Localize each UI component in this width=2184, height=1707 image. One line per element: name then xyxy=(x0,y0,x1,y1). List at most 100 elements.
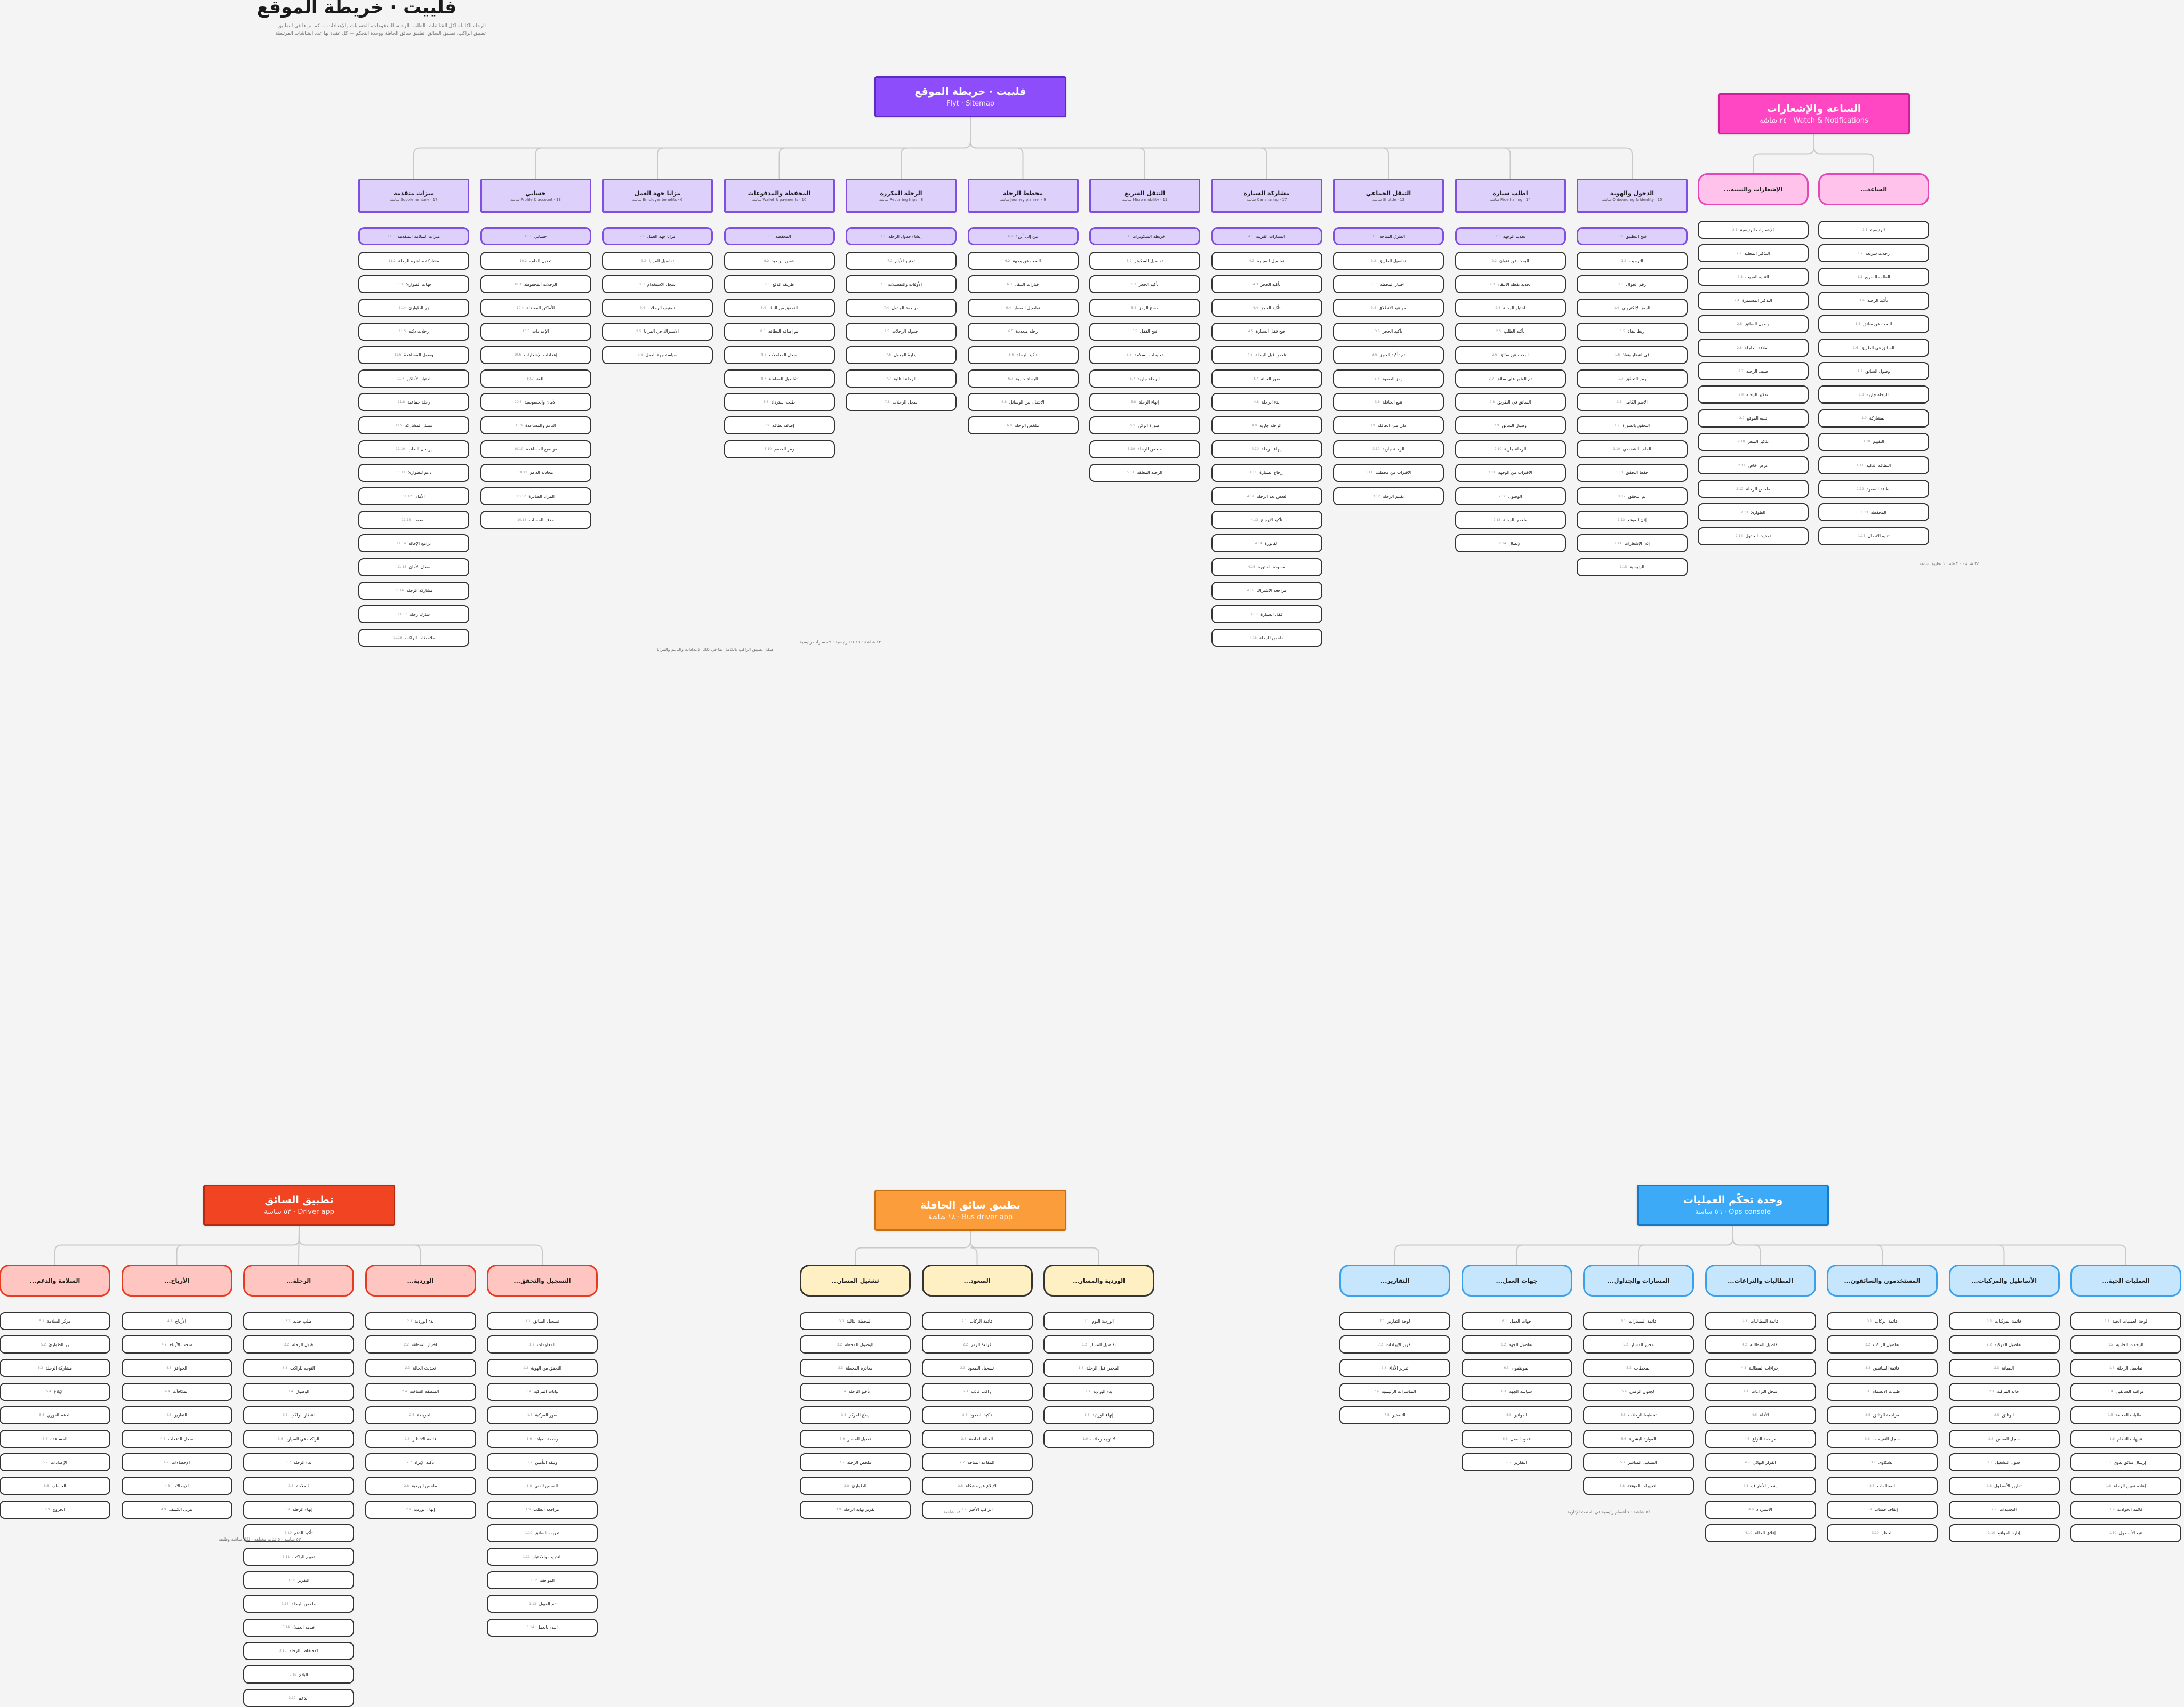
rider-screen-item[interactable]: صور الحالة 4.7 xyxy=(1211,369,1322,388)
bus-screen-item[interactable]: إنهاء الوردية 1.5 xyxy=(1043,1406,1154,1424)
driver-screen-item[interactable]: تأكيد الإيراد 2.7 xyxy=(365,1453,476,1472)
driver-screen-item[interactable]: قائمة الانتظار 2.6 xyxy=(365,1430,476,1448)
ops-screen-item[interactable]: تتبع الأسطول 1.10 xyxy=(2070,1524,2181,1542)
rider-screen-item[interactable]: جدولة الرحلات 7.5 xyxy=(846,322,957,341)
ops-screen-item[interactable]: تفاصيل المطالبة 4.2 xyxy=(1705,1335,1816,1354)
ops-screen-item[interactable]: تفاصيل المركبة 2.2 xyxy=(1948,1335,2060,1354)
notif-screen-item[interactable]: ضيف الرحلة 2.7 xyxy=(1698,362,1809,381)
rider-screen-item[interactable]: ملخص الرحلة 5.10 xyxy=(1089,440,1200,458)
driver-screen-item[interactable]: قبول الرحلة 3.2 xyxy=(243,1335,354,1354)
driver-screen-item[interactable]: مركز السلامة 5.1 xyxy=(0,1312,110,1330)
bus-screen-item[interactable]: إبلاغ المركز 3.5 xyxy=(800,1406,911,1424)
rider-screen-item[interactable]: الرحلة التالية 7.7 xyxy=(846,369,957,388)
driver-category-3[interactable]: الرحلة... xyxy=(243,1265,354,1297)
bus-screen-item[interactable]: تسجيل الصعود 2.3 xyxy=(921,1359,1033,1378)
rider-screen-item[interactable]: بدء الرحلة 4.8 xyxy=(1211,393,1322,412)
rider-screen-item[interactable]: برامج الإحالة 11.14 xyxy=(358,534,469,553)
ops-screen-item[interactable]: التجديدات 2.9 xyxy=(1948,1500,2060,1519)
driver-screen-item[interactable]: الاحتفاظ بالرحلة 3.15 xyxy=(243,1641,354,1660)
rider-screen-item[interactable]: الأماكن المفضلة 10.4 xyxy=(480,299,591,317)
rider-screen-item[interactable]: قفل السيارة 4.17 xyxy=(1211,605,1322,623)
rider-screen-item[interactable]: الاسم الكامل 1.8 xyxy=(1577,393,1688,412)
rider-screen-item[interactable]: رمز التحقق 1.7 xyxy=(1577,369,1688,388)
driver-screen-item[interactable]: انتظار الراكب 3.5 xyxy=(243,1406,354,1424)
notif-screen-item[interactable]: ملخص الرحلة 2.12 xyxy=(1698,480,1809,498)
rider-category-7-head[interactable]: إنشاء جدول الرحلة 7.1 xyxy=(846,227,957,245)
rider-screen-item[interactable]: مسح الرمز 5.4 xyxy=(1089,299,1200,317)
rider-category-3[interactable]: التنقل الجماعي Shuttle · 12 شاشة xyxy=(1333,179,1444,213)
driver-screen-item[interactable]: وثيقة التأمين 1.7 xyxy=(487,1453,598,1472)
rider-screen-item[interactable]: مسودة الفاتورة 4.15 xyxy=(1211,558,1322,576)
driver-screen-item[interactable]: بيانات المركبة 1.4 xyxy=(487,1382,598,1401)
driver-screen-item[interactable]: تحديث الحالة 2.3 xyxy=(365,1359,476,1378)
ops-screen-item[interactable]: حالة المركبة 2.4 xyxy=(1948,1382,2060,1401)
rider-screen-item[interactable]: دعم للطوارئ 11.11 xyxy=(358,463,469,482)
rider-category-11-head[interactable]: ميزات السلامة المتقدمة 11.1 xyxy=(358,227,469,245)
ops-screen-item[interactable]: المحطات 5.3 xyxy=(1583,1359,1694,1378)
rider-screen-item[interactable]: رحلات ذكية 11.5 xyxy=(358,322,469,341)
notif-root-node[interactable]: الساعة والإشعارات Watch & Notifications ·… xyxy=(1718,93,1910,134)
bus-screen-item[interactable]: تقرير نهاية الرحلة 3.9 xyxy=(800,1500,911,1519)
notif-screen-item[interactable]: التنبيه القريب 2.3 xyxy=(1698,268,1809,286)
rider-screen-item[interactable]: المزايا الصادرة 10.12 xyxy=(480,487,591,505)
ops-category-2[interactable]: الأساطيل والمركبات... xyxy=(1948,1265,2060,1297)
rider-screen-item[interactable]: تأكيد الطلب 2.5 xyxy=(1455,322,1566,341)
ops-root-node[interactable]: وحدة تحكّم العمليات Ops console · ٥٦ شاشة xyxy=(1637,1185,1829,1226)
driver-screen-item[interactable]: تأكيد الدفع 3.10 xyxy=(243,1524,354,1542)
rider-screen-item[interactable]: إنهاء الرحلة 4.10 xyxy=(1211,440,1322,458)
bus-screen-item[interactable]: تفاصيل المسار 1.2 xyxy=(1043,1335,1154,1354)
notif-screen-item[interactable]: المشاركة 1.9 xyxy=(1818,409,1929,428)
rider-screen-item[interactable]: سجل المعاملات 8.6 xyxy=(724,345,835,364)
driver-screen-item[interactable]: الأرباح 4.1 xyxy=(121,1312,232,1330)
ops-screen-item[interactable]: الطلبات المعلقة 1.5 xyxy=(2070,1406,2181,1424)
rider-category-10[interactable]: حسابي Profile & account · 13 شاشة xyxy=(480,179,591,213)
notif-category-1[interactable]: الساعة... xyxy=(1818,173,1929,205)
notif-screen-item[interactable]: الطوارئ 2.13 xyxy=(1698,503,1809,522)
driver-screen-item[interactable]: تدريب السائق 1.10 xyxy=(487,1524,598,1542)
ops-category-3[interactable]: المستخدمون والسائقون... xyxy=(1827,1265,1938,1297)
rider-screen-item[interactable]: تأكيد الحجز 4.3 xyxy=(1211,275,1322,294)
ops-screen-item[interactable]: إجراءات المطالبة 4.3 xyxy=(1705,1359,1816,1378)
ops-screen-item[interactable]: الأدلة 4.5 xyxy=(1705,1406,1816,1424)
driver-screen-item[interactable]: الإيصالات 4.8 xyxy=(121,1477,232,1495)
rider-screen-item[interactable]: سجل الأمان 11.15 xyxy=(358,558,469,576)
rider-category-2[interactable]: اطلب سيارة Ride hailing · 14 شاشة xyxy=(1455,179,1566,213)
rider-category-5-head[interactable]: خريطة السكوترات 5.1 xyxy=(1089,227,1200,245)
driver-screen-item[interactable]: الإحصاءات 4.7 xyxy=(121,1453,232,1472)
driver-screen-item[interactable]: التقارير 4.5 xyxy=(121,1406,232,1424)
ops-screen-item[interactable]: المخالفات 3.8 xyxy=(1827,1477,1938,1495)
rider-screen-item[interactable]: الانتقال بين الوسائل 6.8 xyxy=(967,393,1079,412)
rider-screen-item[interactable]: حفظ التحقق 1.11 xyxy=(1577,463,1688,482)
driver-screen-item[interactable]: الخريطة 2.5 xyxy=(365,1406,476,1424)
notif-screen-item[interactable]: بطاقة الصعود 1.12 xyxy=(1818,480,1929,498)
bus-screen-item[interactable]: تعديل المسار 3.6 xyxy=(800,1430,911,1448)
notif-screen-item[interactable]: التقييم 1.10 xyxy=(1818,432,1929,451)
rider-screen-item[interactable]: تعديل الملف 10.2 xyxy=(480,252,591,270)
rider-screen-item[interactable]: سجل الاستخدام 9.3 xyxy=(602,275,713,294)
rider-screen-item[interactable]: فتح القفل 5.5 xyxy=(1089,322,1200,341)
rider-screen-item[interactable]: الدعم والمساعدة 10.9 xyxy=(480,416,591,435)
driver-screen-item[interactable]: الخروج 5.9 xyxy=(0,1500,110,1519)
driver-screen-item[interactable]: صور المركبة 1.5 xyxy=(487,1406,598,1424)
rider-screen-item[interactable]: مشاركة الرحلة 11.16 xyxy=(358,581,469,600)
rider-screen-item[interactable]: تم العثور على سائق 2.7 xyxy=(1455,369,1566,388)
ops-screen-item[interactable]: قائمة الركاب 3.1 xyxy=(1827,1312,1938,1330)
rider-screen-item[interactable]: الأوقات والتفضيلات 7.3 xyxy=(846,275,957,294)
notif-screen-item[interactable]: الرحلة جارية 1.8 xyxy=(1818,385,1929,404)
driver-screen-item[interactable]: مراجعة الطلب 1.9 xyxy=(487,1500,598,1519)
rider-screen-item[interactable]: تأكيد الحجز 5.3 xyxy=(1089,275,1200,294)
rider-screen-item[interactable]: شحن الرصيد 8.2 xyxy=(724,252,835,270)
rider-category-8[interactable]: المحفظة والمدفوعات Wallet & payments · 10… xyxy=(724,179,835,213)
rider-screen-item[interactable]: تفاصيل السيارة 4.2 xyxy=(1211,252,1322,270)
ops-screen-item[interactable]: الجدول الزمني 5.4 xyxy=(1583,1382,1694,1401)
bus-category-3[interactable]: تشغيل المسار... xyxy=(800,1265,911,1297)
rider-screen-item[interactable]: التحقق بالصورة 1.9 xyxy=(1577,416,1688,435)
ops-screen-item[interactable]: سجل النزاعات 4.4 xyxy=(1705,1382,1816,1401)
notif-screen-item[interactable]: البحث عن سائق 1.5 xyxy=(1818,315,1929,333)
driver-screen-item[interactable]: الحساب 5.8 xyxy=(0,1477,110,1495)
rider-screen-item[interactable]: تتبع الحافلة 3.8 xyxy=(1333,393,1444,412)
driver-category-4[interactable]: الأرباح... xyxy=(121,1265,232,1297)
rider-screen-item[interactable]: رحلة متعددة 6.5 xyxy=(967,322,1079,341)
ops-screen-item[interactable]: سجل التقييمات 3.6 xyxy=(1827,1430,1938,1448)
driver-screen-item[interactable]: التدريب والاختبار 1.11 xyxy=(487,1548,598,1566)
